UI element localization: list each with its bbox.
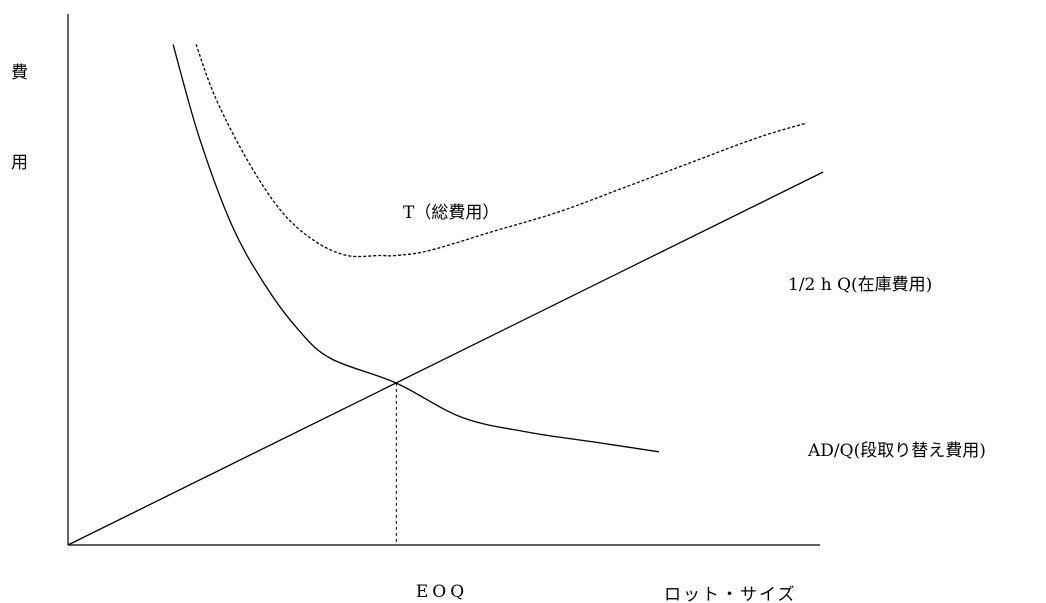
series-label-total-cost: T（総費用） — [403, 203, 499, 223]
series-layer — [67, 44, 824, 546]
y-axis-label-char-1: 費 — [11, 63, 28, 83]
total-cost-curve — [195, 44, 807, 258]
series-label-inventory-cost: 1/2 h Q(在庫費用) — [788, 275, 932, 295]
y-axis-label-char-2: 用 — [11, 153, 28, 173]
eoq-label: EOQ — [416, 582, 468, 602]
axes — [67, 14, 820, 546]
x-axis-label: ロット・サイズ — [664, 585, 797, 603]
inventory-cost-line — [67, 171, 824, 546]
setup-cost-curve — [172, 44, 660, 453]
series-label-setup-cost: AD/Q(段取り替え費用) — [807, 441, 986, 461]
